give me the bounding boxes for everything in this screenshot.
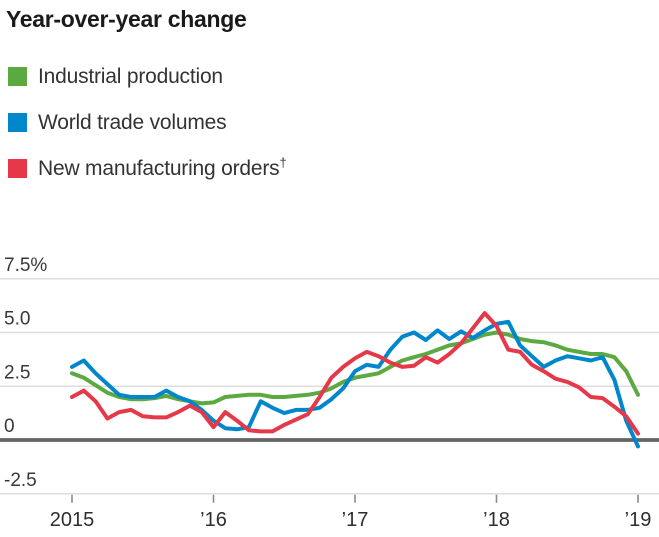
legend-label: World trade volumes (38, 111, 227, 134)
y-tick-label: 2.5 (4, 362, 30, 383)
chart-area: 7.5% 5.0 2.5 0 -2.5 2015 ’16 ’17 ’18 ’19 (0, 245, 659, 537)
legend-item-industrial-production: Industrial production (8, 60, 287, 92)
legend-item-new-manufacturing-orders: New manufacturing orders† (8, 152, 287, 184)
x-tick-label: ’19 (625, 509, 652, 531)
x-tick-label: ’16 (200, 509, 227, 531)
legend-label: Industrial production (38, 65, 223, 88)
x-tick-label: ’17 (342, 509, 369, 531)
series-line (70, 330, 640, 406)
x-tick-label: 2015 (50, 509, 95, 531)
y-tick-label: 7.5% (4, 255, 47, 276)
legend-swatch-green (8, 66, 27, 86)
series-line (70, 319, 640, 449)
legend-item-world-trade-volumes: World trade volumes (8, 106, 287, 138)
line-chart: 7.5% 5.0 2.5 0 -2.5 2015 ’16 ’17 ’18 ’19 (0, 255, 659, 531)
legend-swatch-blue (8, 112, 27, 132)
y-tick-label: 0 (4, 416, 15, 437)
y-tick-label: -2.5 (4, 470, 37, 491)
series-line (70, 311, 640, 436)
y-tick-label: 5.0 (4, 309, 30, 330)
legend-swatch-red (8, 158, 27, 178)
chart-title: Year-over-year change (6, 6, 247, 32)
legend: Industrial production World trade volume… (8, 60, 287, 198)
x-tick-label: ’18 (483, 509, 510, 531)
legend-label: New manufacturing orders† (38, 155, 287, 180)
